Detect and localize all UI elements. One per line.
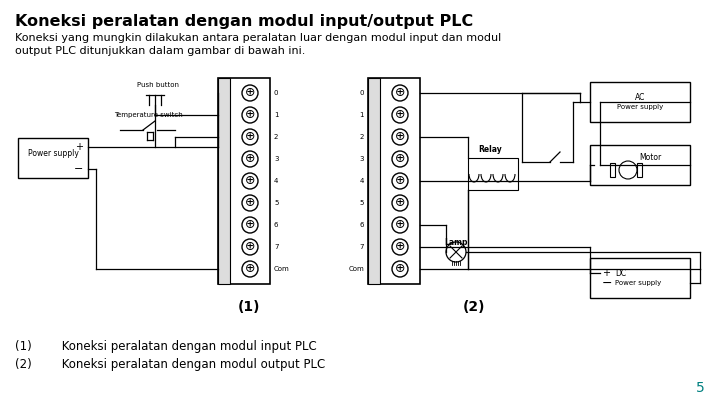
Circle shape <box>392 85 408 101</box>
Bar <box>637 163 642 177</box>
Text: 1: 1 <box>274 112 279 118</box>
Bar <box>468 158 518 190</box>
Circle shape <box>619 161 637 179</box>
Bar <box>590 82 690 122</box>
Circle shape <box>242 217 258 233</box>
Text: ⊕: ⊕ <box>245 175 256 188</box>
Text: Power supply: Power supply <box>615 280 661 286</box>
Circle shape <box>242 151 258 167</box>
Circle shape <box>242 129 258 145</box>
Circle shape <box>392 173 408 189</box>
Text: DC: DC <box>615 269 626 277</box>
Bar <box>218 78 270 284</box>
Circle shape <box>242 173 258 189</box>
Text: ⊕: ⊕ <box>395 262 405 275</box>
Bar <box>590 145 690 185</box>
Text: −: − <box>74 164 84 174</box>
Bar <box>610 163 615 177</box>
Text: ⊕: ⊕ <box>395 175 405 188</box>
Text: ⊕: ⊕ <box>245 130 256 143</box>
Text: ⊕: ⊕ <box>395 87 405 100</box>
Text: ⊕: ⊕ <box>245 219 256 232</box>
Circle shape <box>392 261 408 277</box>
Text: 6: 6 <box>359 222 364 228</box>
Text: Koneksi yang mungkin dilakukan antara peralatan luar dengan modul input dan modu: Koneksi yang mungkin dilakukan antara pe… <box>15 33 501 43</box>
Bar <box>18 138 88 178</box>
Text: (1): (1) <box>238 300 260 314</box>
Text: output PLC ditunjukkan dalam gambar di bawah ini.: output PLC ditunjukkan dalam gambar di b… <box>15 46 305 56</box>
Text: AC: AC <box>635 92 645 102</box>
Circle shape <box>392 217 408 233</box>
Text: 0: 0 <box>274 90 279 96</box>
Circle shape <box>446 242 466 262</box>
Bar <box>368 78 420 284</box>
Text: −: − <box>602 277 613 290</box>
Text: Push button: Push button <box>137 82 179 88</box>
Text: 6: 6 <box>274 222 279 228</box>
Circle shape <box>392 151 408 167</box>
Text: 7: 7 <box>359 244 364 250</box>
Text: 4: 4 <box>359 178 364 184</box>
Bar <box>590 258 690 298</box>
Text: Power supply: Power supply <box>27 149 78 158</box>
Text: Temperature switch: Temperature switch <box>114 112 182 118</box>
Text: +: + <box>602 268 610 278</box>
Text: 5: 5 <box>696 381 705 395</box>
Text: 3: 3 <box>274 156 279 162</box>
Text: ⊕: ⊕ <box>245 87 256 100</box>
Text: Com: Com <box>348 266 364 272</box>
Text: 3: 3 <box>359 156 364 162</box>
Circle shape <box>242 195 258 211</box>
Text: Power supply: Power supply <box>617 104 663 110</box>
Text: 2: 2 <box>359 134 364 140</box>
Text: 2: 2 <box>274 134 279 140</box>
Text: 4: 4 <box>274 178 279 184</box>
Text: 1: 1 <box>359 112 364 118</box>
Text: ⊕: ⊕ <box>245 241 256 254</box>
Text: Koneksi peralatan dengan modul input/output PLC: Koneksi peralatan dengan modul input/out… <box>15 14 473 29</box>
Text: 5: 5 <box>274 200 279 206</box>
Text: +: + <box>75 142 83 152</box>
Text: Com: Com <box>274 266 289 272</box>
Text: ⊕: ⊕ <box>245 262 256 275</box>
Text: ⊕: ⊕ <box>395 219 405 232</box>
Circle shape <box>242 239 258 255</box>
Text: (2): (2) <box>463 300 485 314</box>
Text: ⊕: ⊕ <box>395 153 405 166</box>
Text: 5: 5 <box>359 200 364 206</box>
Text: (1)        Koneksi peralatan dengan modul input PLC: (1) Koneksi peralatan dengan modul input… <box>15 340 317 353</box>
Text: Relay: Relay <box>478 145 502 154</box>
Text: ⊕: ⊕ <box>395 241 405 254</box>
Text: (2)        Koneksi peralatan dengan modul output PLC: (2) Koneksi peralatan dengan modul outpu… <box>15 358 325 371</box>
Circle shape <box>392 129 408 145</box>
Circle shape <box>242 85 258 101</box>
Text: Lamp: Lamp <box>444 238 468 247</box>
Circle shape <box>242 261 258 277</box>
Text: ⊕: ⊕ <box>395 130 405 143</box>
Circle shape <box>392 107 408 123</box>
Circle shape <box>392 239 408 255</box>
Text: Motor: Motor <box>639 153 661 162</box>
Text: ⊕: ⊕ <box>245 196 256 209</box>
Text: 7: 7 <box>274 244 279 250</box>
Bar <box>218 78 230 284</box>
Text: ⊕: ⊕ <box>395 109 405 122</box>
Bar <box>368 78 380 284</box>
Text: ⊕: ⊕ <box>245 153 256 166</box>
Circle shape <box>242 107 258 123</box>
Text: ⊕: ⊕ <box>245 109 256 122</box>
Circle shape <box>392 195 408 211</box>
Text: ⊕: ⊕ <box>395 196 405 209</box>
Text: 0: 0 <box>359 90 364 96</box>
